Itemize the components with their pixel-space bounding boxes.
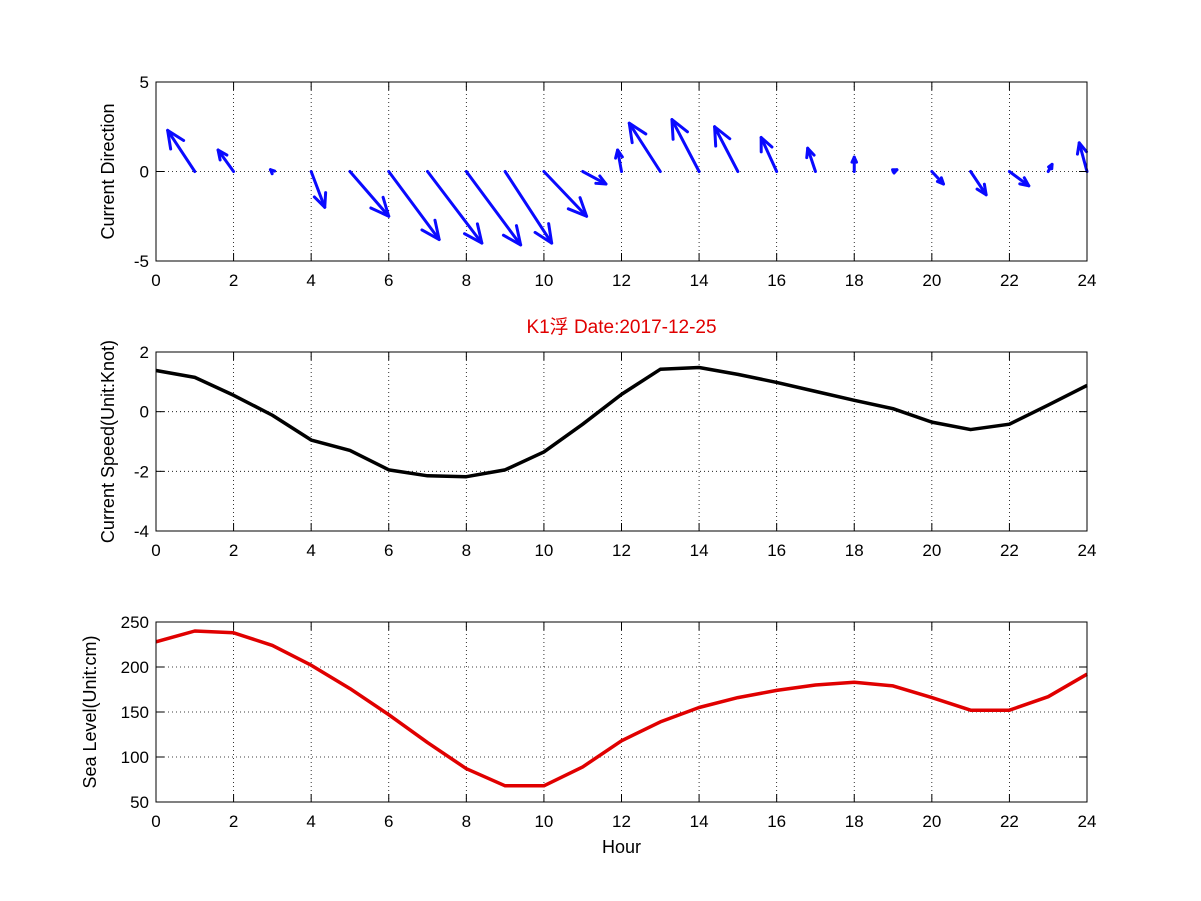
current-arrow (614, 148, 624, 173)
x-tick-label: 14 (690, 812, 709, 831)
x-tick-label: 20 (922, 541, 941, 560)
y-tick-label: 2 (140, 343, 149, 362)
series-line (155, 365, 1088, 479)
current-arrow (268, 168, 277, 176)
quiver-arrows (166, 118, 1089, 247)
x-tick-label: 24 (1078, 271, 1097, 290)
current-arrow (969, 170, 988, 197)
y-tick-label: 150 (121, 703, 149, 722)
y-tick-label: -2 (134, 462, 149, 481)
current-speed-chart: K1浮 Date:2017-12-25 0 2 4 6 8 10 12 14 16 18 20 22 2… (98, 316, 1096, 560)
current-arrow (464, 170, 523, 247)
x-tick-label: 0 (151, 271, 160, 290)
x-tick-label: 12 (612, 271, 631, 290)
x-tick-label: 10 (534, 812, 553, 831)
x-tick-label: 12 (612, 541, 631, 560)
x-tick-label: 24 (1078, 812, 1097, 831)
current-arrow (1075, 141, 1089, 173)
current-arrow (309, 170, 328, 209)
x-tick-label: 16 (767, 812, 786, 831)
quiver-chart: 0 2 4 6 8 10 12 14 16 18 20 22 24-505 Current Direct… (98, 73, 1096, 290)
y-tick-label: 0 (140, 403, 149, 422)
current-arrow (166, 128, 197, 173)
x-tick-label: 2 (229, 812, 238, 831)
sealevel-grid (156, 622, 1087, 802)
quiver-ticks: 0 2 4 6 8 10 12 14 16 18 20 22 24-505 (134, 73, 1097, 290)
current-arrow (891, 168, 899, 175)
x-tick-label: 6 (384, 271, 393, 290)
quiver-ylabel: Current Direction (98, 103, 118, 239)
x-tick-label: 22 (1000, 271, 1019, 290)
y-tick-label: -4 (134, 522, 149, 541)
current-arrow (581, 170, 608, 186)
y-tick-label: 0 (140, 163, 149, 182)
chart-title: K1浮 Date:2017-12-25 (526, 316, 716, 338)
x-tick-label: 8 (462, 271, 471, 290)
current-arrow (930, 170, 945, 186)
speed-grid (156, 352, 1087, 531)
x-tick-label: 12 (612, 812, 631, 831)
current-arrow (503, 170, 554, 245)
series-line (155, 629, 1088, 788)
current-arrow (759, 135, 779, 173)
y-tick-label: 50 (130, 793, 149, 812)
current-arrow (1007, 170, 1031, 188)
current-arrow (387, 170, 441, 242)
x-tick-label: 20 (922, 812, 941, 831)
x-tick-label: 22 (1000, 541, 1019, 560)
y-tick-label: -5 (134, 252, 149, 271)
y-tick-label: 200 (121, 658, 149, 677)
x-tick-label: 16 (767, 271, 786, 290)
x-tick-label: 22 (1000, 812, 1019, 831)
x-tick-label: 14 (690, 271, 709, 290)
x-tick-label: 6 (384, 812, 393, 831)
x-tick-label: 6 (384, 541, 393, 560)
sealevel-series (155, 629, 1088, 788)
x-tick-label: 24 (1078, 541, 1097, 560)
x-tick-label: 18 (845, 541, 864, 560)
y-tick-label: 250 (121, 613, 149, 632)
sealevel-xlabel: Hour (602, 837, 641, 857)
x-tick-label: 8 (462, 541, 471, 560)
current-arrow (850, 155, 859, 173)
x-tick-label: 18 (845, 812, 864, 831)
current-arrow (1046, 162, 1054, 173)
x-tick-label: 20 (922, 271, 941, 290)
x-tick-label: 4 (306, 271, 315, 290)
x-tick-label: 4 (306, 541, 315, 560)
speed-ticks: 0 2 4 6 8 10 12 14 16 18 20 22 24-4-202 (134, 343, 1097, 560)
x-tick-label: 10 (534, 541, 553, 560)
x-tick-label: 4 (306, 812, 315, 831)
current-arrow (805, 146, 817, 173)
x-tick-label: 18 (845, 271, 864, 290)
x-tick-label: 0 (151, 541, 160, 560)
current-arrow (542, 170, 589, 218)
x-tick-label: 10 (534, 271, 553, 290)
x-tick-label: 2 (229, 271, 238, 290)
y-tick-label: 5 (140, 73, 149, 92)
x-tick-label: 16 (767, 541, 786, 560)
current-arrow (627, 121, 662, 173)
current-arrow (670, 118, 701, 173)
speed-ylabel: Current Speed(Unit:Knot) (98, 340, 118, 543)
x-tick-label: 2 (229, 541, 238, 560)
current-arrow (713, 125, 740, 173)
x-tick-label: 0 (151, 812, 160, 831)
x-tick-label: 8 (462, 812, 471, 831)
current-arrow (426, 170, 484, 245)
x-tick-label: 14 (690, 541, 709, 560)
current-arrow (348, 170, 391, 218)
current-arrow (216, 148, 236, 173)
y-tick-label: 100 (121, 748, 149, 767)
speed-series (155, 365, 1088, 479)
sealevel-ylabel: Sea Level(Unit:cm) (80, 635, 100, 788)
